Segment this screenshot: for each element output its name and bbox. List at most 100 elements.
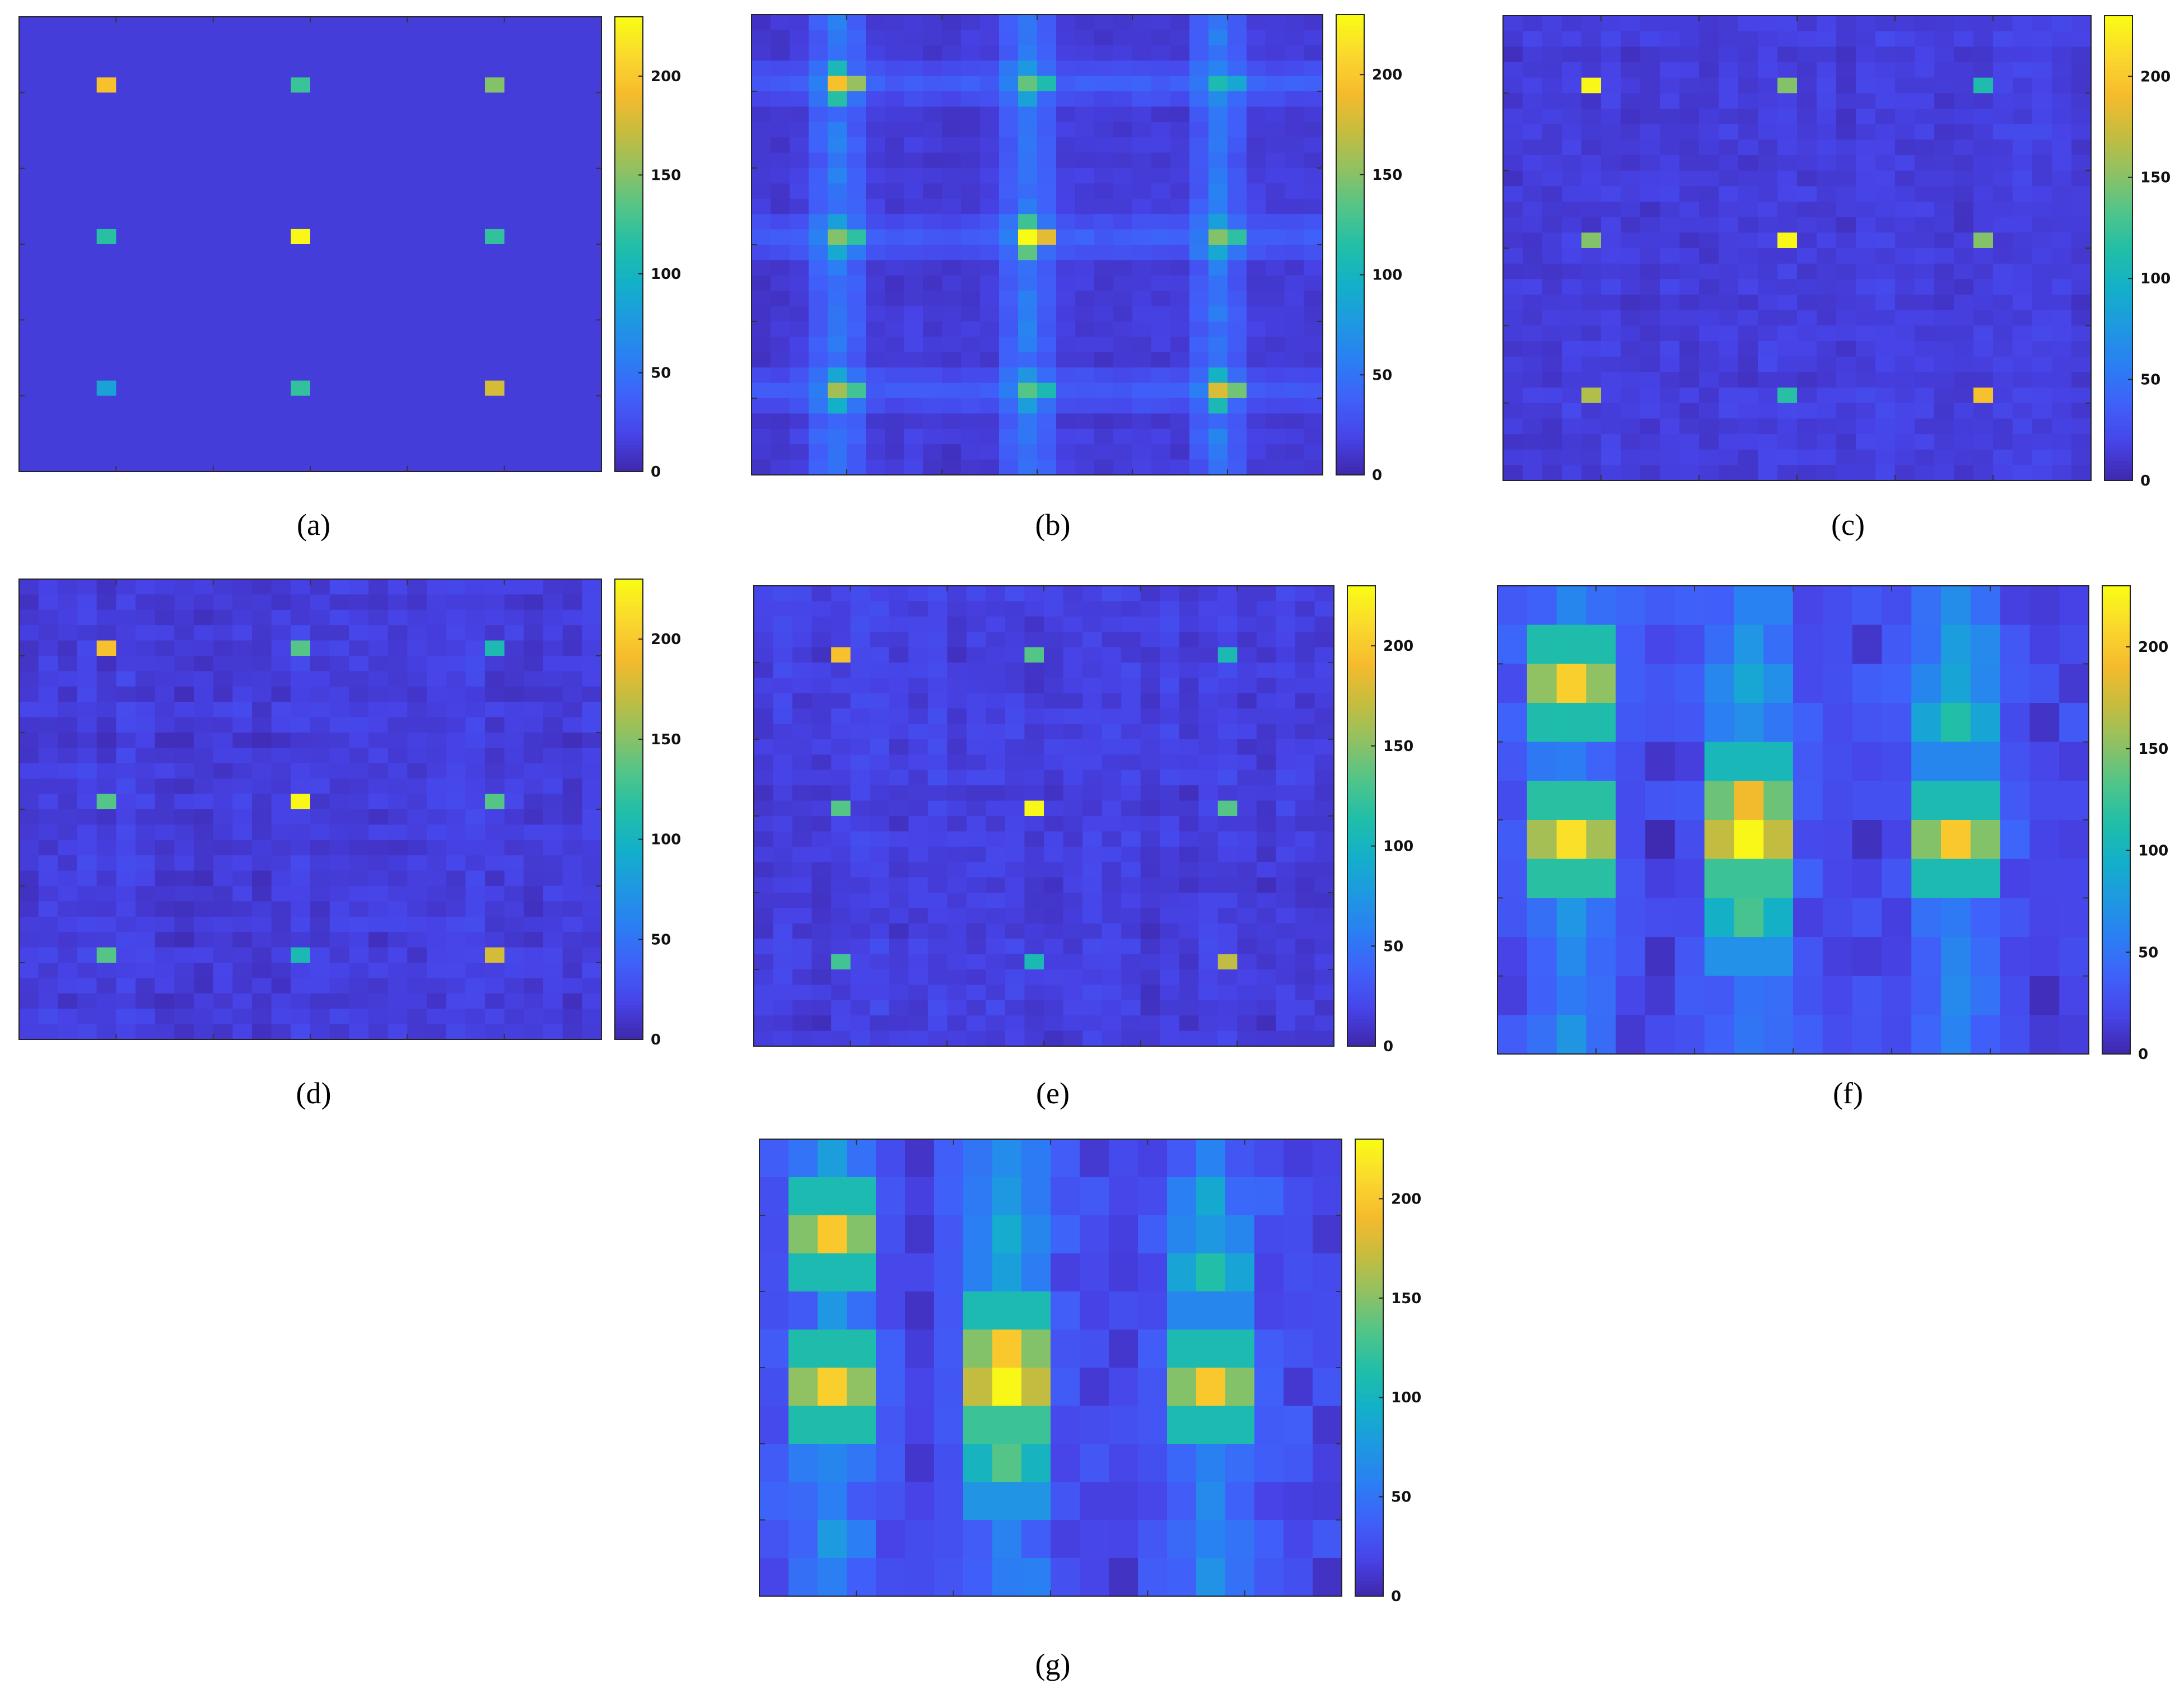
heatmap-cell bbox=[828, 428, 847, 445]
heatmap-cell bbox=[870, 663, 890, 678]
heatmap-cell bbox=[562, 855, 582, 871]
heatmap-cell bbox=[562, 794, 582, 810]
heatmap-cell bbox=[1836, 325, 1856, 342]
heatmap-cell bbox=[942, 291, 962, 307]
heatmap-cell bbox=[1198, 831, 1219, 847]
heatmap-cell bbox=[999, 260, 1019, 276]
heatmap-cell bbox=[1954, 124, 1974, 140]
heatmap-cell bbox=[1094, 245, 1114, 260]
heatmap-cell bbox=[524, 763, 544, 779]
heatmap-cell bbox=[1140, 769, 1160, 786]
heatmap-cell bbox=[213, 778, 233, 795]
heatmap-cell bbox=[1542, 325, 1562, 342]
heatmap-cell bbox=[850, 831, 870, 847]
heatmap-cell bbox=[291, 809, 311, 825]
heatmap-cell bbox=[1679, 295, 1700, 311]
colorbar-segment bbox=[615, 376, 643, 381]
heatmap-cell bbox=[752, 15, 771, 30]
heatmap-cell bbox=[1523, 124, 1543, 140]
heatmap-cell bbox=[1121, 601, 1141, 617]
heatmap-cell bbox=[1621, 449, 1641, 465]
heatmap-cell bbox=[582, 733, 602, 748]
heatmap-cell bbox=[504, 138, 524, 154]
heatmap-cell bbox=[310, 47, 330, 63]
heatmap-cell bbox=[752, 459, 771, 475]
heatmap-cell bbox=[1075, 306, 1095, 322]
heatmap-cell bbox=[174, 108, 194, 124]
heatmap-cell bbox=[582, 1009, 602, 1025]
heatmap-cell bbox=[1217, 739, 1238, 755]
heatmap-cell bbox=[2071, 279, 2092, 295]
heatmap-cell bbox=[388, 656, 408, 671]
heatmap-cell bbox=[752, 321, 771, 337]
heatmap-cell bbox=[232, 978, 253, 994]
heatmap-cell bbox=[407, 274, 427, 290]
heatmap-cell bbox=[1895, 202, 1915, 218]
heatmap-cell bbox=[116, 350, 136, 366]
heatmap-cell bbox=[1503, 295, 1523, 311]
colorbar-segment bbox=[615, 210, 643, 214]
heatmap-cell bbox=[232, 824, 253, 841]
heatmap-cell bbox=[1094, 383, 1114, 399]
colorbar-segment bbox=[615, 982, 643, 986]
heatmap-cell bbox=[885, 152, 904, 169]
heatmap-cell bbox=[1237, 616, 1257, 632]
heatmap-cell bbox=[1151, 413, 1171, 430]
heatmap-cell bbox=[1993, 325, 2013, 342]
colorbar-segment bbox=[2104, 66, 2132, 71]
heatmap-cell bbox=[809, 76, 828, 92]
heatmap-cell bbox=[828, 444, 847, 460]
heatmap-cell bbox=[986, 739, 1006, 755]
heatmap-cell bbox=[96, 625, 116, 641]
heatmap-cell bbox=[1856, 434, 1876, 450]
heatmap-cell bbox=[1601, 124, 1621, 140]
heatmap-cell bbox=[582, 916, 602, 932]
heatmap-cell bbox=[562, 579, 582, 595]
heatmap-cell bbox=[524, 335, 544, 351]
heatmap-cell bbox=[155, 901, 175, 917]
heatmap-cell bbox=[504, 886, 524, 902]
colorbar-segment bbox=[615, 361, 643, 366]
heatmap-cell bbox=[407, 886, 427, 902]
colorbar-segment bbox=[1336, 402, 1364, 407]
heatmap-cell bbox=[562, 870, 582, 887]
heatmap-cell bbox=[252, 108, 272, 124]
colorbar-segment bbox=[615, 290, 643, 294]
heatmap-cell bbox=[252, 395, 272, 412]
heatmap-cell bbox=[388, 228, 408, 245]
heatmap-cell bbox=[1699, 16, 1719, 32]
heatmap-cell bbox=[1179, 616, 1199, 632]
heatmap-cell bbox=[38, 441, 58, 457]
heatmap-cell bbox=[1581, 62, 1602, 78]
heatmap-cell bbox=[1151, 183, 1171, 199]
heatmap-cell bbox=[1640, 109, 1660, 125]
colorbar-segment bbox=[615, 320, 643, 324]
heatmap-cell bbox=[291, 123, 311, 139]
colorbar-segment bbox=[615, 882, 643, 887]
heatmap-cell bbox=[1189, 291, 1209, 307]
heatmap-cell bbox=[966, 754, 986, 771]
heatmap-cell bbox=[388, 963, 408, 978]
heatmap-cell bbox=[754, 616, 774, 632]
heatmap-cell bbox=[1699, 449, 1719, 465]
heatmap-cell bbox=[136, 686, 156, 702]
heatmap-cell bbox=[1198, 708, 1219, 725]
heatmap-cell bbox=[980, 15, 1000, 30]
heatmap-cell bbox=[1954, 356, 1974, 372]
colorbar-segment bbox=[615, 85, 643, 90]
heatmap-cell bbox=[582, 609, 602, 626]
heatmap-cell bbox=[582, 441, 602, 457]
colorbar-segment bbox=[615, 350, 643, 355]
heatmap-cell bbox=[562, 244, 582, 260]
heatmap-cell bbox=[1102, 616, 1122, 632]
heatmap-cell bbox=[310, 763, 330, 779]
heatmap-cell bbox=[446, 244, 466, 260]
heatmap-cell bbox=[889, 724, 909, 740]
heatmap-cell bbox=[1189, 30, 1209, 46]
heatmap-cell bbox=[1993, 310, 2013, 326]
heatmap-cell bbox=[465, 778, 486, 795]
heatmap-cell bbox=[1208, 367, 1228, 384]
heatmap-cell bbox=[752, 137, 771, 153]
heatmap-cell bbox=[96, 733, 116, 748]
heatmap-cell bbox=[407, 259, 427, 275]
